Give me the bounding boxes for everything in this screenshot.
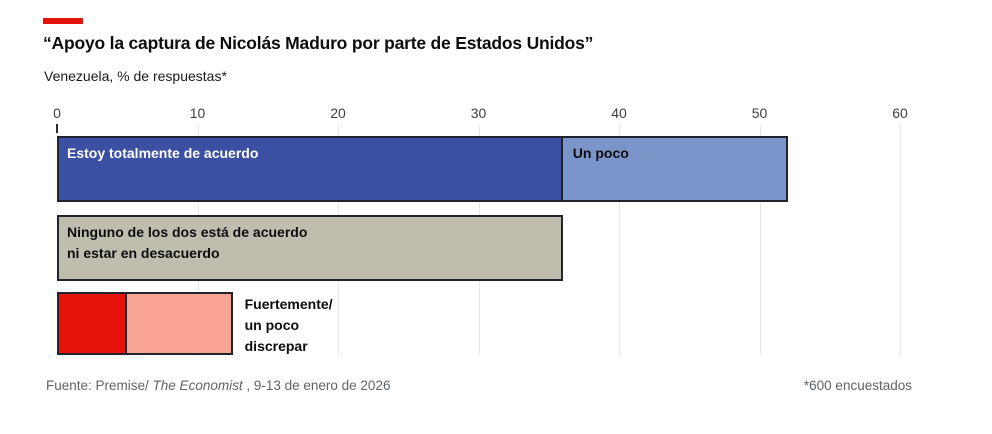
chart-subtitle: Venezuela, % de respuestas* <box>44 68 227 84</box>
bar-label: Estoy totalmente de acuerdo <box>67 145 259 161</box>
x-tick-label: 0 <box>53 105 61 121</box>
brand-red-tick <box>43 18 83 24</box>
x-tick-label: 20 <box>330 105 346 121</box>
x-tick-label: 50 <box>751 105 768 121</box>
chart-footer: Fuente: Premise/ The Economist , 9-13 de… <box>46 378 912 393</box>
bar-segment <box>560 136 788 202</box>
bar-label: Ninguno de los dos está de acuerdo ni est… <box>67 224 308 261</box>
source-publication: The Economist <box>152 378 243 393</box>
source-prefix: Fuente: Premise/ <box>46 378 153 393</box>
x-tick-label: 60 <box>892 105 908 121</box>
bar-segment <box>57 215 563 281</box>
source-note: Fuente: Premise/ The Economist , 9-13 de… <box>46 378 390 393</box>
bar-label: Un poco <box>572 145 629 161</box>
bar-segment <box>57 292 128 355</box>
grid-line <box>619 124 620 356</box>
x-tick-label: 40 <box>611 105 627 121</box>
bar-segment <box>125 292 233 355</box>
source-suffix: , 9-13 de enero de 2026 <box>242 378 391 393</box>
bar-outside-label: Fuertemente/un poco discrepar <box>244 296 333 354</box>
x-tick-label: 30 <box>470 105 487 121</box>
grid-line <box>759 124 761 356</box>
bar-segment <box>57 136 563 202</box>
zero-tick-mark <box>56 124 58 133</box>
grid-line <box>900 124 901 356</box>
footnote: *600 encuestados <box>803 378 912 393</box>
x-tick-label: 10 <box>189 105 206 121</box>
chart-title: “Apoyo la captura de Nicolás Maduro por … <box>43 33 594 53</box>
